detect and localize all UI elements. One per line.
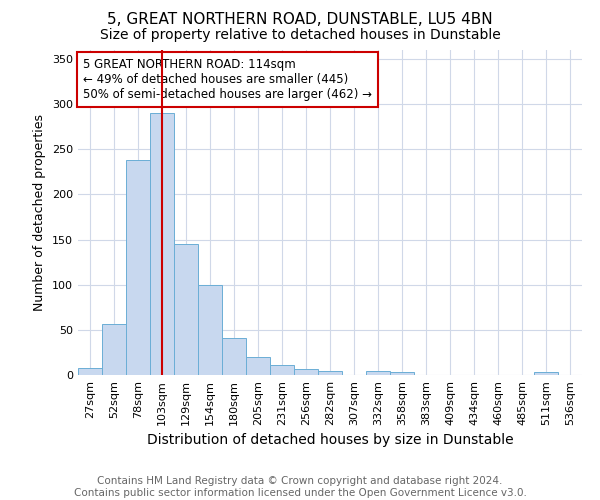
Y-axis label: Number of detached properties: Number of detached properties	[34, 114, 46, 311]
Text: Size of property relative to detached houses in Dunstable: Size of property relative to detached ho…	[100, 28, 500, 42]
Bar	[246, 357, 270, 375]
Bar	[534, 372, 558, 375]
Bar	[126, 160, 150, 375]
Bar	[174, 244, 198, 375]
Text: 5 GREAT NORTHERN ROAD: 114sqm
← 49% of detached houses are smaller (445)
50% of : 5 GREAT NORTHERN ROAD: 114sqm ← 49% of d…	[83, 58, 372, 101]
Bar	[318, 372, 342, 375]
X-axis label: Distribution of detached houses by size in Dunstable: Distribution of detached houses by size …	[146, 434, 514, 448]
Bar	[78, 368, 102, 375]
Bar	[294, 368, 318, 375]
Text: Contains HM Land Registry data © Crown copyright and database right 2024.
Contai: Contains HM Land Registry data © Crown c…	[74, 476, 526, 498]
Bar	[270, 365, 294, 375]
Bar	[198, 284, 222, 375]
Bar	[102, 324, 126, 375]
Bar	[366, 372, 390, 375]
Bar	[150, 113, 174, 375]
Bar	[222, 338, 246, 375]
Bar	[390, 372, 414, 375]
Text: 5, GREAT NORTHERN ROAD, DUNSTABLE, LU5 4BN: 5, GREAT NORTHERN ROAD, DUNSTABLE, LU5 4…	[107, 12, 493, 28]
